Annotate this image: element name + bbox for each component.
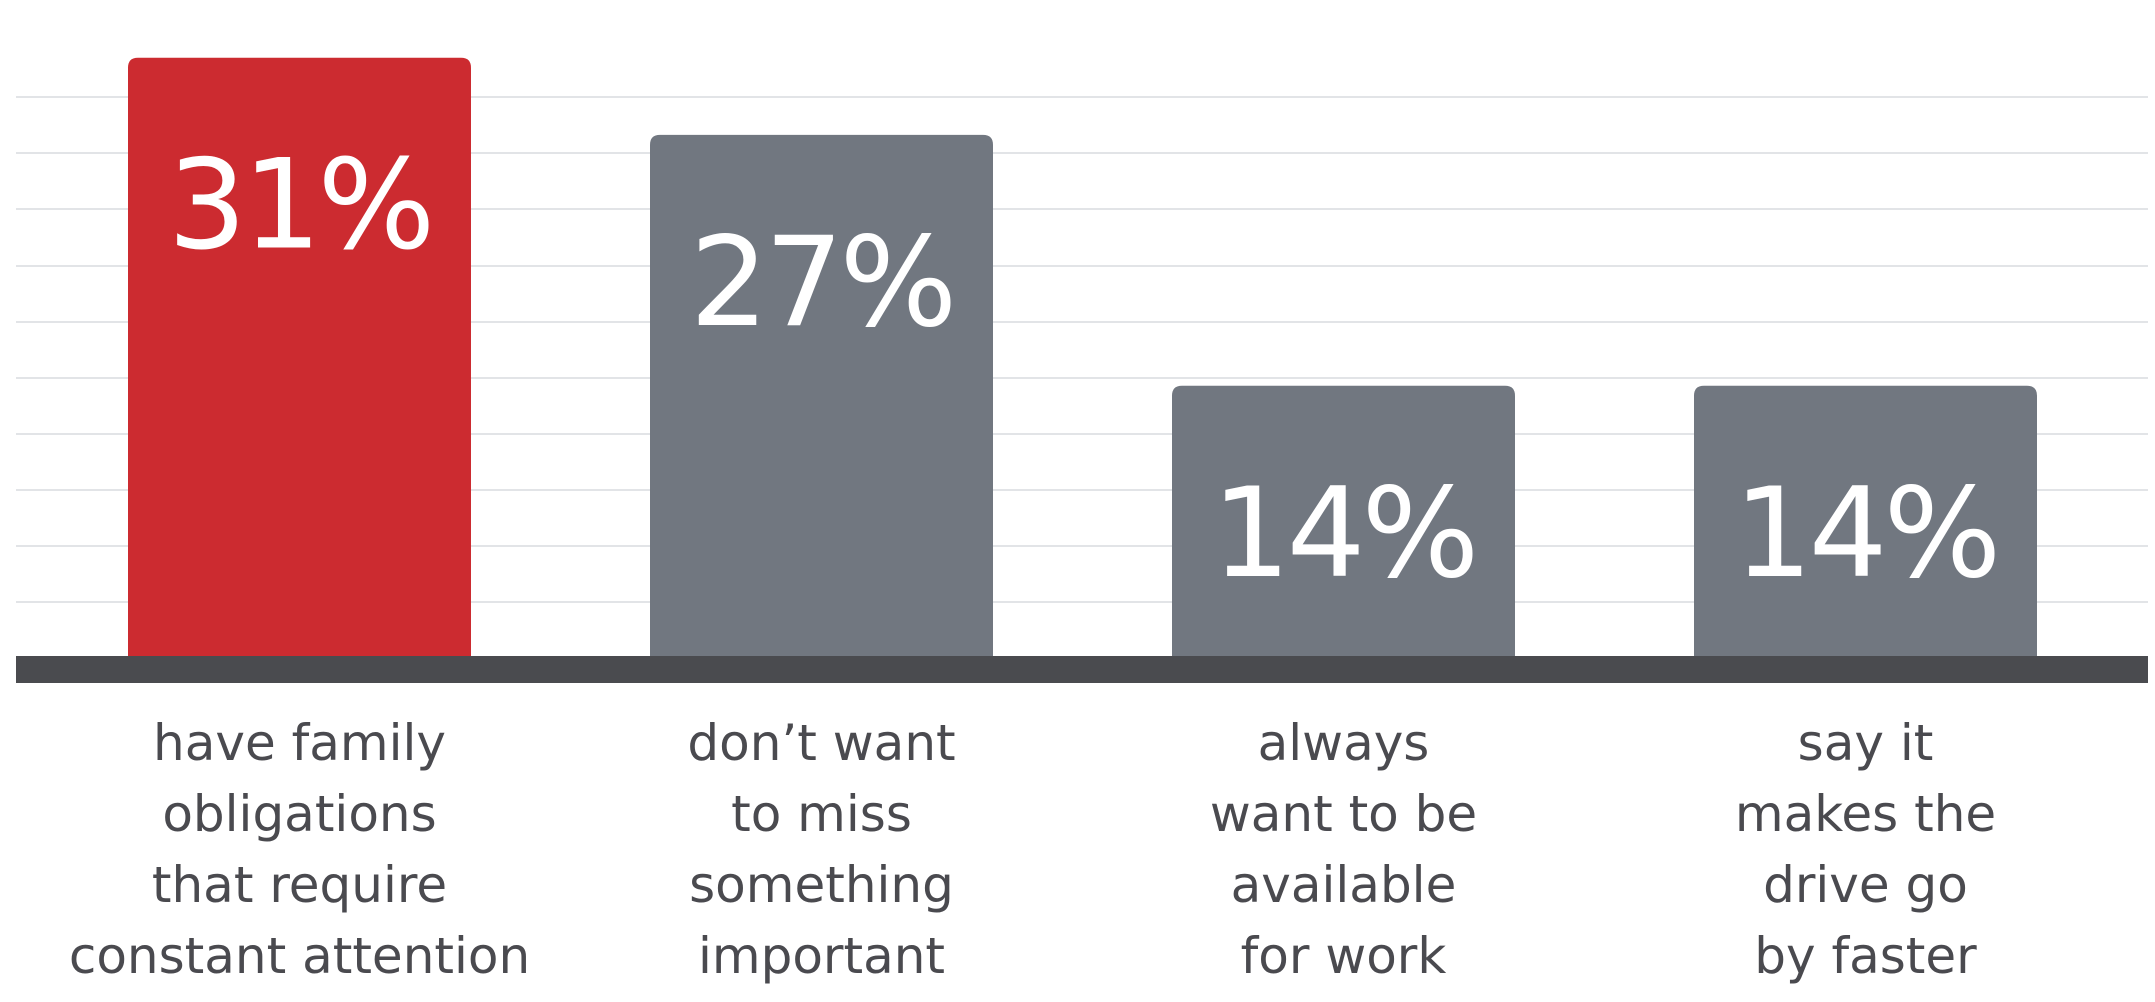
category-label: always want to be available for work bbox=[1210, 714, 1477, 985]
bar-value-label: 31% bbox=[168, 134, 432, 278]
category-label-line: makes the bbox=[1735, 785, 1996, 843]
category-label-line: don’t want bbox=[687, 714, 955, 772]
category-label: don’t want to miss something important bbox=[687, 714, 955, 985]
category-label-line: want to be bbox=[1210, 785, 1477, 843]
category-label-line: by faster bbox=[1754, 927, 1977, 985]
bar-value-label: 14% bbox=[1212, 462, 1476, 606]
category-label-line: something bbox=[689, 856, 954, 914]
x-axis-baseline bbox=[16, 656, 2148, 683]
category-label-line: available bbox=[1231, 856, 1457, 914]
category-label-line: important bbox=[698, 927, 945, 985]
category-label: have family obligations that require consta… bbox=[69, 714, 530, 985]
category-label-line: to miss bbox=[731, 785, 912, 843]
category-label-line: say it bbox=[1798, 714, 1934, 772]
category-labels: have family obligations that require consta… bbox=[69, 714, 1996, 985]
bar-value-label: 27% bbox=[690, 211, 954, 355]
category-label-line: drive go bbox=[1763, 856, 1968, 914]
category-label-line: always bbox=[1258, 714, 1430, 772]
bars: 31% 27% 14% 14% bbox=[128, 58, 2037, 656]
category-label-line: for work bbox=[1241, 927, 1447, 985]
bar-value-label: 14% bbox=[1734, 462, 1998, 606]
category-label-line: constant attention bbox=[69, 927, 530, 985]
category-label: say it makes the drive go by faster bbox=[1735, 714, 1996, 985]
category-label-line: that require bbox=[152, 856, 447, 914]
category-label-line: have family bbox=[153, 714, 446, 772]
category-label-line: obligations bbox=[162, 785, 436, 843]
